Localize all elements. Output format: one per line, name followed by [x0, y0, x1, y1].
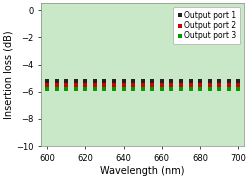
Output port 2 [65, 84, 68, 86]
Line: Output port 2: Output port 2 [45, 83, 240, 87]
Output port 3 [55, 88, 58, 90]
Output port 2 [112, 84, 116, 86]
Output port 1 [84, 80, 87, 82]
Output port 1 [218, 80, 221, 82]
Output port 1 [170, 80, 173, 82]
Legend: Output port 1, Output port 2, Output port 3: Output port 1, Output port 2, Output por… [174, 7, 240, 44]
Output port 3 [46, 88, 49, 90]
Output port 1 [122, 80, 125, 82]
Output port 3 [132, 88, 135, 90]
X-axis label: Wavelength (nm): Wavelength (nm) [100, 166, 185, 176]
Output port 3 [160, 88, 163, 90]
Output port 1 [151, 80, 154, 82]
Output port 2 [198, 84, 202, 86]
Output port 1 [237, 80, 240, 82]
Output port 3 [122, 88, 125, 90]
Output port 3 [112, 88, 116, 90]
Output port 2 [55, 84, 58, 86]
Output port 2 [189, 84, 192, 86]
Output port 2 [84, 84, 87, 86]
Output port 1 [208, 80, 211, 82]
Output port 1 [46, 80, 49, 82]
Output port 2 [160, 84, 163, 86]
Output port 1 [227, 80, 230, 82]
Output port 2 [103, 84, 106, 86]
Output port 1 [112, 80, 116, 82]
Output port 1 [94, 80, 96, 82]
Y-axis label: Insertion loss (dB): Insertion loss (dB) [4, 30, 14, 119]
Output port 1 [180, 80, 182, 82]
Output port 2 [132, 84, 135, 86]
Output port 1 [132, 80, 135, 82]
Output port 1 [65, 80, 68, 82]
Output port 3 [180, 88, 182, 90]
Output port 3 [141, 88, 144, 90]
Output port 2 [141, 84, 144, 86]
Output port 2 [237, 84, 240, 86]
Output port 1 [55, 80, 58, 82]
Output port 1 [189, 80, 192, 82]
Output port 3 [94, 88, 96, 90]
Output port 2 [218, 84, 221, 86]
Output port 3 [218, 88, 221, 90]
Output port 3 [74, 88, 77, 90]
Output port 3 [198, 88, 202, 90]
Line: Output port 3: Output port 3 [45, 87, 240, 91]
Output port 1 [103, 80, 106, 82]
Output port 2 [180, 84, 182, 86]
Output port 2 [94, 84, 96, 86]
Output port 3 [84, 88, 87, 90]
Output port 3 [208, 88, 211, 90]
Output port 3 [151, 88, 154, 90]
Line: Output port 1: Output port 1 [45, 79, 240, 83]
Output port 2 [151, 84, 154, 86]
Output port 1 [141, 80, 144, 82]
Output port 2 [208, 84, 211, 86]
Output port 3 [170, 88, 173, 90]
Output port 1 [74, 80, 77, 82]
Output port 3 [227, 88, 230, 90]
Output port 2 [122, 84, 125, 86]
Output port 3 [237, 88, 240, 90]
Output port 1 [160, 80, 163, 82]
Output port 2 [170, 84, 173, 86]
Output port 3 [65, 88, 68, 90]
Output port 2 [227, 84, 230, 86]
Output port 1 [198, 80, 202, 82]
Output port 2 [74, 84, 77, 86]
Output port 2 [46, 84, 49, 86]
Output port 3 [103, 88, 106, 90]
Output port 3 [189, 88, 192, 90]
